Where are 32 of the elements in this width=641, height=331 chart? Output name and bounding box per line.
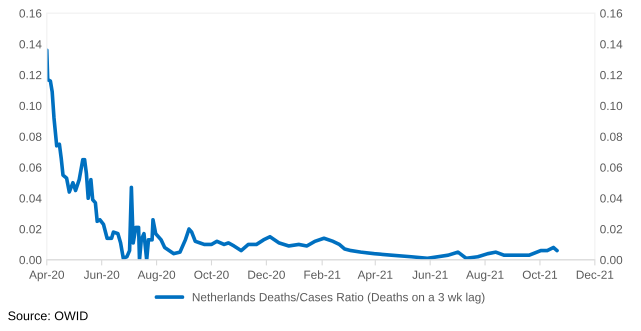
line-series [46, 48, 559, 260]
y2-tick-label: 0.04 [600, 194, 622, 203]
y-tick-label: 0.08 [19, 132, 42, 141]
x-tick-label: Dec-20 [248, 270, 285, 279]
source-note: Source: OWID [8, 311, 88, 320]
y-tick-label: 0.10 [19, 102, 42, 110]
y2-tick-label: 0.06 [600, 163, 622, 172]
y-tick-label: 0.02 [19, 225, 42, 234]
y2-tick-label: 0.00 [600, 256, 622, 264]
y-tick-label: 0.12 [19, 70, 42, 80]
y-tick-label: 0.00 [19, 256, 42, 264]
y2-tick-label: 0.16 [600, 9, 622, 18]
y-tick-label: 0.04 [19, 194, 42, 203]
x-tick-label: Apr-20 [29, 270, 64, 282]
x-tick-label: Apr-21 [358, 270, 392, 282]
y2-tick-label: 0.08 [600, 132, 622, 141]
x-tick-label: Aug-21 [466, 270, 504, 282]
x-tick-label: Oct-20 [194, 270, 229, 279]
x-tick-label: Jun-20 [84, 270, 120, 279]
legend-label: Netherlands Deaths/Cases Ratio (Deaths on a 3 wk lag) [192, 292, 484, 304]
x-tick-label: Dec-21 [576, 270, 614, 279]
y-tick-label: 0.06 [19, 163, 42, 172]
x-tick-label: Aug-20 [138, 270, 176, 282]
y2-tick-label: 0.10 [600, 102, 622, 110]
y2-tick-label: 0.14 [600, 40, 622, 48]
x-tick-label: Feb-21 [304, 270, 340, 279]
y-tick-label: 0.16 [19, 9, 42, 18]
y2-tick-label: 0.12 [600, 70, 622, 80]
x-tick-label: Oct-21 [522, 270, 558, 279]
y-tick-label: 0.14 [19, 40, 42, 48]
y2-tick-label: 0.02 [600, 225, 622, 234]
x-tick-label: Jun-21 [412, 270, 448, 279]
